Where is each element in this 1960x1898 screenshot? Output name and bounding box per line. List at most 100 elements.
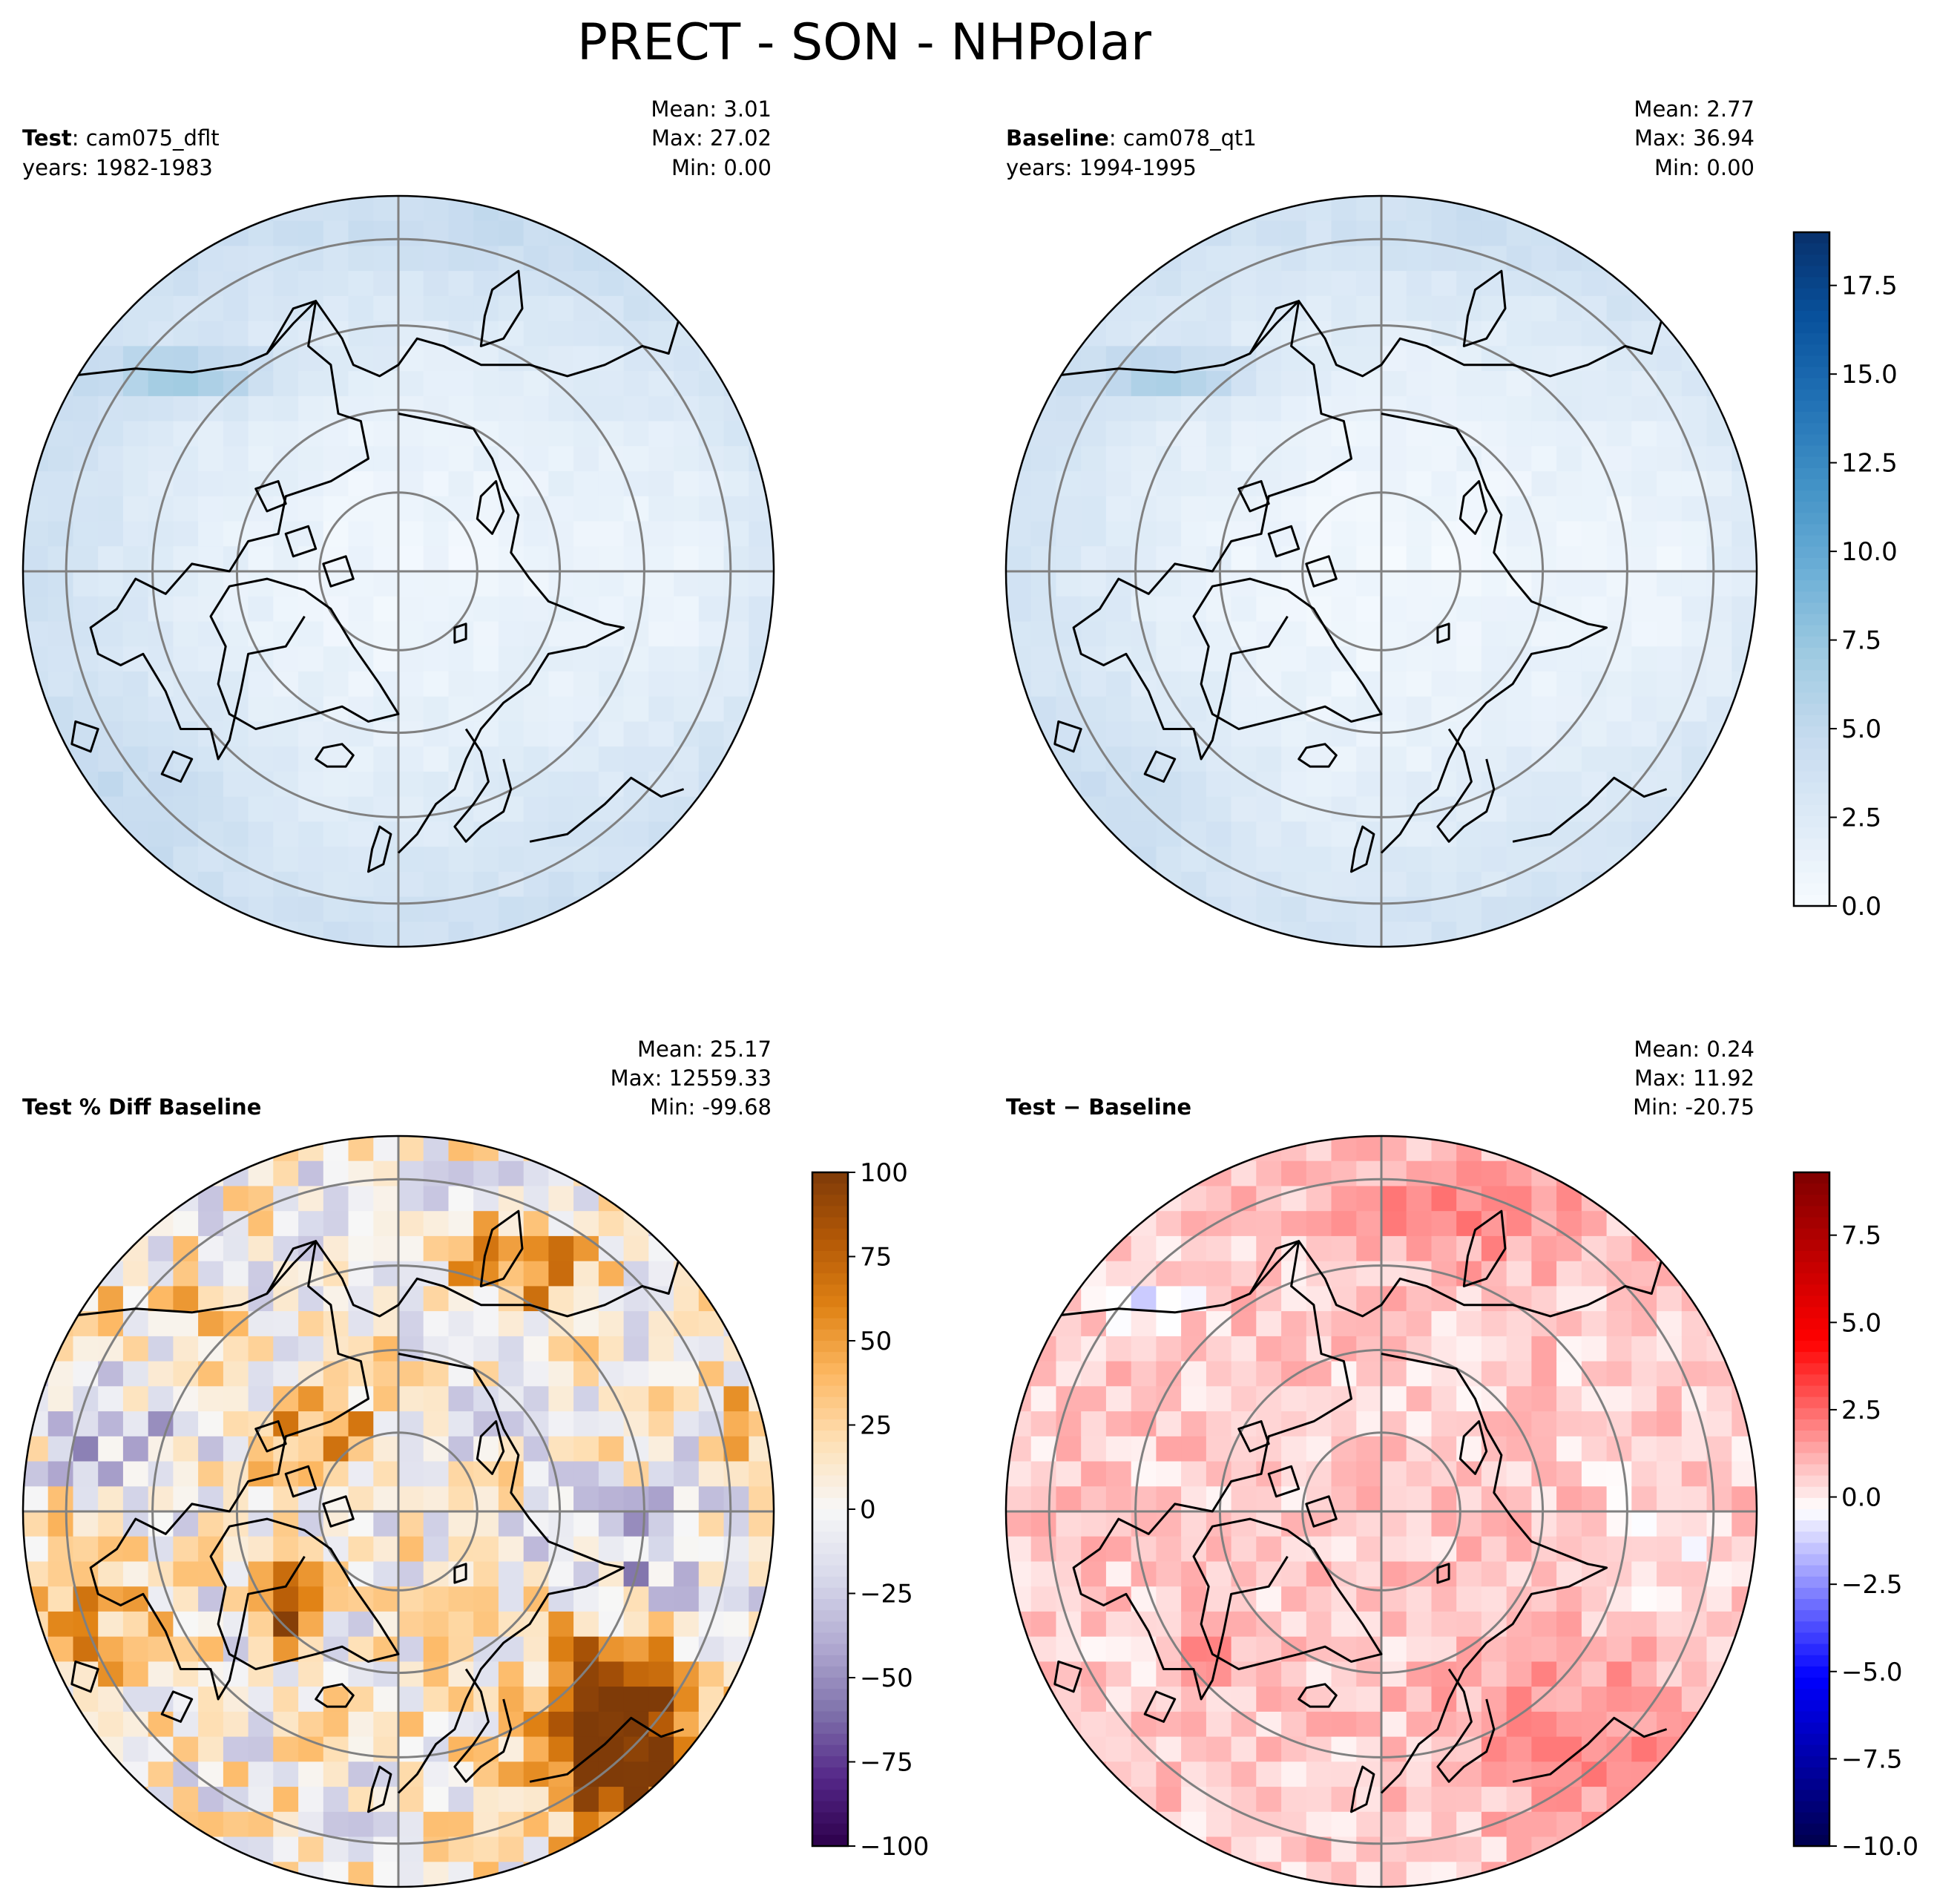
field-cell (1306, 1661, 1332, 1687)
field-cell (698, 1661, 725, 1687)
field-cell (1506, 1336, 1532, 1362)
field-cell (1181, 1386, 1207, 1412)
field-cell (73, 596, 99, 622)
panel-pctdiff-gridlines (23, 1136, 774, 1887)
field-cell (373, 1486, 399, 1512)
field-cell (1331, 596, 1357, 622)
field-cell (1081, 1561, 1107, 1587)
field-cell (1506, 1486, 1532, 1512)
field-cell (1356, 1211, 1382, 1237)
field-cell (1331, 321, 1357, 347)
field-cell (1431, 1586, 1457, 1612)
field-cell (1256, 646, 1282, 672)
field-cell (548, 471, 574, 497)
field-cell (1456, 1761, 1482, 1787)
field-cell (1506, 821, 1532, 847)
field-cell (723, 1486, 749, 1512)
field-cell (1431, 246, 1457, 272)
colorbar-segment (1794, 614, 1829, 626)
field-cell (173, 671, 199, 697)
field-cell (1556, 1486, 1582, 1512)
field-cell (1356, 571, 1382, 597)
field-cell (448, 896, 474, 922)
field-cell (198, 321, 224, 347)
field-cell (1081, 295, 1107, 322)
field-cell (1481, 1836, 1507, 1862)
field-cell (173, 1536, 199, 1562)
field-cell (248, 271, 274, 297)
field-cell (98, 1711, 124, 1738)
field-cell (598, 1436, 625, 1462)
field-cell (623, 1461, 649, 1487)
field-cell (1581, 721, 1608, 747)
field-cell (273, 1486, 299, 1512)
field-cell (173, 571, 199, 597)
field-cell (1081, 771, 1107, 798)
field-cell (273, 546, 299, 572)
field-cell (423, 1511, 449, 1537)
field-cell (1606, 1186, 1632, 1212)
field-cell (1231, 1561, 1257, 1587)
field-cell (1681, 1261, 1708, 1287)
field-cell (423, 1186, 449, 1212)
field-cell (122, 1361, 149, 1387)
field-cell (523, 196, 549, 222)
field-cell (648, 1411, 674, 1437)
field-cell (1356, 1486, 1382, 1512)
field-cell (1081, 1386, 1107, 1412)
field-cell (723, 1361, 749, 1387)
field-cell (1456, 1461, 1482, 1487)
field-cell (1006, 596, 1032, 622)
field-cell (1406, 1636, 1432, 1662)
field-cell (1606, 521, 1632, 547)
field-cell (1506, 196, 1532, 222)
field-cell (98, 1386, 124, 1412)
field-cell (298, 1787, 324, 1813)
coastline-path (529, 1716, 685, 1783)
field-cell (47, 1511, 73, 1537)
field-cell (1657, 571, 1683, 597)
field-cell (98, 496, 124, 522)
field-cell (674, 295, 700, 322)
field-cell (198, 1160, 224, 1186)
field-cell (348, 471, 374, 497)
field-cell (1131, 521, 1157, 547)
colorbar-segment (1794, 681, 1829, 694)
field-cell (1506, 1136, 1532, 1162)
field-cell (173, 1736, 199, 1762)
colorbar-segment (812, 1195, 848, 1206)
colorbar-segment (812, 1722, 848, 1735)
field-cell (1406, 496, 1432, 522)
field-cell (723, 1586, 749, 1612)
field-cell (648, 1235, 674, 1262)
field-cell (423, 421, 449, 447)
field-cell (373, 446, 399, 472)
field-cell (223, 471, 249, 497)
field-cell (1206, 871, 1232, 898)
field-cell (1631, 721, 1657, 747)
field-cell (1406, 1811, 1432, 1838)
field-cell (498, 896, 524, 922)
field-cell (1406, 1386, 1432, 1412)
field-cell (1606, 596, 1632, 622)
field-cell (548, 196, 574, 222)
colorbar-tick-label: 25 (860, 1411, 892, 1441)
field-cell (498, 395, 524, 422)
field-cell (398, 220, 424, 246)
field-cell (1331, 746, 1357, 772)
field-cell (1531, 321, 1557, 347)
field-cell (423, 1687, 449, 1713)
field-cell (173, 446, 199, 472)
field-cell (1631, 746, 1657, 772)
field-cell (1631, 1787, 1657, 1813)
field-cell (1306, 1787, 1332, 1813)
field-cell (523, 1461, 549, 1487)
coastline-path (160, 1690, 194, 1723)
field-cell (423, 1461, 449, 1487)
field-cell (398, 1211, 424, 1237)
field-cell (1105, 1561, 1132, 1587)
field-cell (1306, 1160, 1332, 1186)
field-cell (598, 1211, 625, 1237)
colorbar-segment (812, 1643, 848, 1656)
field-cell (423, 521, 449, 547)
